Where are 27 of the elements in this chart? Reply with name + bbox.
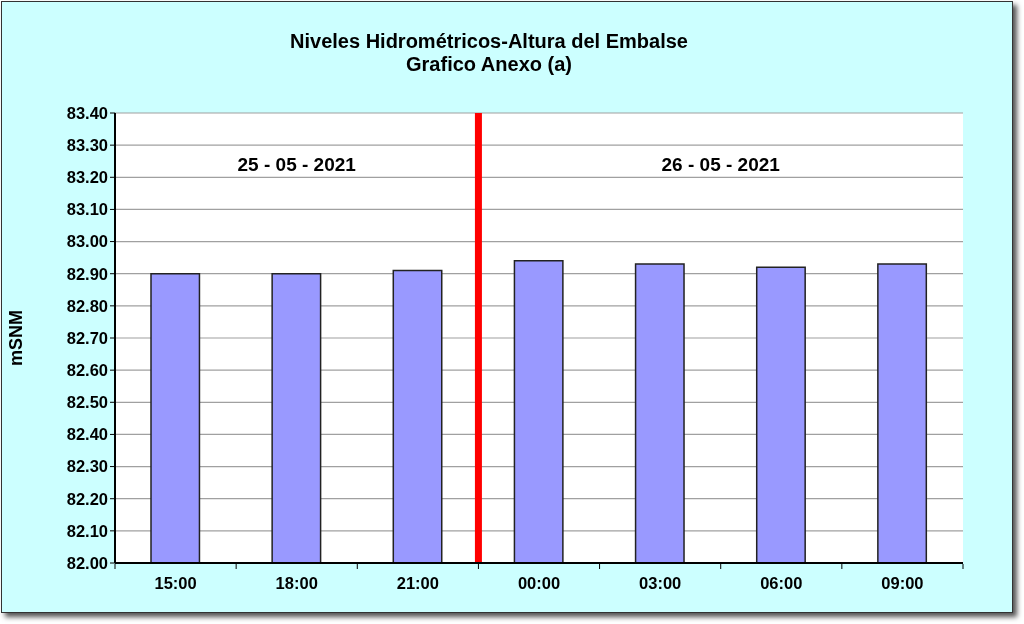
- y-tick-label: 82.10: [66, 521, 108, 540]
- x-tick-label: 03:00: [639, 574, 682, 592]
- y-tick-label: 83.40: [66, 103, 108, 122]
- chart-subtitle: Grafico Anexo (a): [405, 53, 573, 76]
- x-tick-label: 00:00: [517, 574, 561, 592]
- x-tick-label: 21:00: [396, 574, 439, 592]
- x-tick-label: 06:00: [760, 574, 803, 592]
- y-axis-title: mSNM: [6, 309, 27, 367]
- y-tick-label: 82.50: [66, 393, 108, 412]
- annotation: 26 - 05 - 2021: [661, 154, 780, 176]
- y-tick-label: 82.20: [66, 489, 108, 508]
- x-tick-label: 18:00: [275, 574, 318, 592]
- y-tick-label: 82.90: [66, 264, 108, 283]
- y-tick-label: 82.60: [66, 361, 108, 379]
- x-tick-label: 15:00: [154, 574, 197, 592]
- x-tick-label: 09:00: [881, 574, 924, 592]
- y-tick-label: 82.80: [66, 296, 108, 315]
- y-tick-label: 82.30: [66, 457, 108, 476]
- y-tick-label: 82.70: [66, 328, 108, 347]
- y-tick-label: 83.00: [66, 232, 108, 251]
- y-tick-label: 82.00: [66, 553, 108, 572]
- y-tick-label: 82.40: [66, 425, 108, 444]
- chart-title: Niveles Hidrométricos-Altura del Embalse: [289, 30, 689, 53]
- y-tick-label: 83.20: [66, 168, 108, 187]
- annotation: 25 - 05 - 2021: [237, 154, 356, 176]
- y-tick-label: 83.10: [66, 200, 108, 219]
- y-tick-label: 83.30: [66, 136, 108, 154]
